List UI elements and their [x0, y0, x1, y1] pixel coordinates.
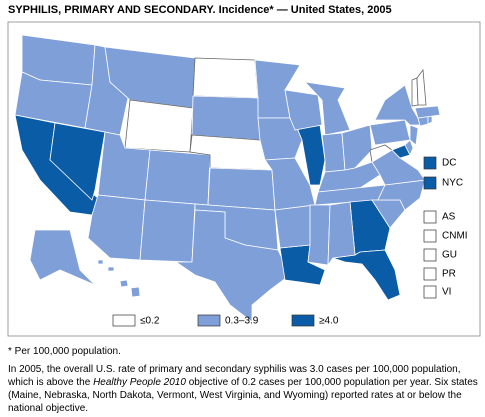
map-region [341, 124, 373, 171]
map-region [427, 115, 433, 125]
territory-swatch [423, 267, 437, 281]
map-region [191, 95, 261, 141]
text-italic: Healthy People 2010 [93, 377, 186, 388]
legend-label: ≤0.2 [140, 316, 160, 327]
territory-label: NYC [442, 178, 463, 189]
map-region [409, 124, 419, 146]
description: In 2005, the overall U.S. rate of primar… [8, 363, 478, 415]
map-regions [14, 34, 441, 323]
map-region [414, 105, 441, 119]
map-region [207, 167, 276, 211]
territory-swatch [423, 176, 437, 190]
map-region [144, 149, 211, 206]
map-region [327, 201, 356, 267]
map-figure: DC NYC AS CNMI GU PR VI ≤0.2 0.3–3.9 ≥4.0 [7, 21, 481, 337]
territory-label: AS [442, 212, 456, 223]
territory-swatch [423, 156, 437, 170]
territory-swatch [423, 285, 437, 299]
legend-swatch [197, 314, 221, 327]
map-region [404, 139, 414, 156]
map-region [332, 249, 401, 301]
map-region [29, 229, 96, 286]
territory-label: GU [442, 250, 457, 261]
map-region [192, 57, 259, 99]
map-region [87, 194, 146, 261]
territory-swatch [423, 248, 437, 262]
map-region [174, 209, 291, 323]
legend-swatch [291, 314, 315, 327]
map-region [369, 119, 411, 146]
frame [7, 21, 481, 337]
legend-label: 0.3–3.9 [225, 316, 259, 327]
map-region [307, 204, 331, 266]
territory-label: DC [442, 158, 456, 169]
territory-swatch [423, 210, 437, 224]
territory-label: CNMI [442, 231, 468, 242]
footnote: * Per 100,000 population. [8, 346, 121, 357]
legend-label: ≥4.0 [319, 316, 339, 327]
territory-swatch [423, 229, 437, 243]
map-region [284, 89, 323, 131]
territory-label: PR [442, 269, 456, 280]
map-region [416, 68, 427, 106]
text: In 2005, the overall U.S. rate of primar… [8, 364, 461, 388]
map-region [303, 81, 351, 136]
map-region [124, 99, 194, 153]
text: objective of 0.2 cases per 100,000 popul… [8, 377, 478, 414]
map-region [321, 132, 346, 173]
map-region [139, 199, 196, 263]
territory-label: VI [442, 287, 451, 298]
title: SYPHILIS, PRIMARY AND SECONDARY. Inciden… [8, 4, 392, 16]
map-region [274, 204, 316, 249]
map-region [97, 259, 141, 298]
legend-swatch [112, 314, 136, 327]
